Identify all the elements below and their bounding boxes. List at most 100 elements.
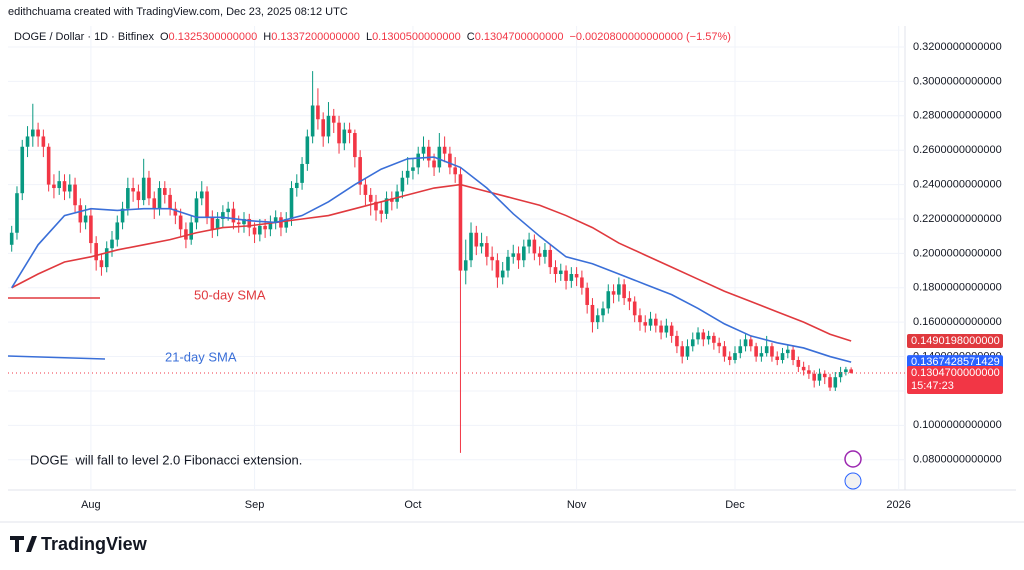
icon: [844, 472, 862, 490]
sma21-label: 21-day SMA: [165, 349, 237, 364]
candle-body: [426, 146, 431, 161]
candle-body: [495, 260, 500, 278]
candle-body: [263, 225, 267, 230]
candle-body: [500, 270, 505, 278]
candle-body: [31, 129, 35, 137]
candle-body: [400, 177, 405, 192]
x-tick-label: Oct: [404, 499, 421, 511]
y-tick-label: 0.1600000000000: [913, 316, 1002, 328]
candle-body: [178, 215, 183, 230]
y-tick-label: 0.2200000000000: [913, 213, 1002, 225]
candle-body: [405, 170, 410, 178]
candle-body: [136, 191, 141, 201]
price-tag: [907, 365, 1003, 394]
candle-body: [273, 217, 278, 223]
price-tag-label: 0.1304700000000: [911, 367, 1000, 379]
candle-body: [463, 260, 468, 271]
candle-body: [775, 356, 780, 360]
candle-body: [347, 129, 352, 134]
candle-body: [94, 243, 98, 261]
x-tick-label: Sep: [245, 499, 265, 511]
candle-body: [326, 115, 331, 137]
candle-body: [316, 105, 320, 120]
price-tag: [907, 355, 1003, 370]
price-tag-label: 0.1490198000000: [911, 335, 1000, 347]
candle-body: [643, 322, 648, 326]
candle-body: [67, 184, 72, 192]
candle-body: [205, 191, 209, 218]
candle-body: [532, 239, 537, 254]
candle-body: [384, 198, 389, 214]
candle-body: [99, 260, 104, 268]
annotation: DOGE will fall to level 2.0 Fibonacci ex…: [30, 452, 302, 467]
sma-line: [11, 156, 852, 363]
candle-body: [828, 377, 832, 388]
candle-body: [331, 115, 336, 123]
ohlc-key: H: [263, 31, 271, 43]
candle-body: [104, 248, 109, 268]
candle-body: [199, 191, 204, 199]
candle-body: [226, 208, 230, 213]
candle-body: [844, 369, 848, 373]
candle-body: [648, 318, 653, 326]
candle-body: [390, 198, 394, 202]
candle-body: [284, 218, 289, 228]
candle-body: [706, 335, 711, 340]
candle-body: [722, 346, 727, 357]
candle-body: [849, 369, 853, 373]
candle-body: [152, 198, 157, 209]
price-tag-label: 0.1367428571429: [911, 356, 1000, 368]
sma21-key-line: [7, 355, 106, 360]
candle-body: [553, 267, 558, 275]
candle-body: [379, 210, 384, 214]
logo-mark: [10, 536, 37, 552]
candle-body: [611, 291, 616, 295]
y-tick-label: 0.2600000000000: [913, 144, 1002, 156]
candle-body: [506, 256, 510, 271]
candle-body: [89, 215, 93, 244]
x-tick-label: 2026: [886, 499, 910, 511]
y-tick-label: 0.2800000000000: [913, 110, 1002, 122]
symbol: DOGE / Dollar · 1D · Bitfinex: [14, 31, 154, 43]
candle-body: [416, 153, 421, 168]
candle-body: [801, 366, 806, 371]
candle-body: [442, 146, 447, 154]
candle-body: [569, 274, 574, 281]
candle-body: [184, 229, 188, 240]
candle-body: [659, 325, 663, 333]
y-tick-label: 0.2400000000000: [913, 179, 1002, 191]
candle-body: [564, 270, 568, 281]
candle-body: [305, 136, 310, 164]
candle-body: [743, 339, 748, 347]
x-tick-label: Aug: [81, 499, 101, 511]
candle-body: [807, 370, 811, 374]
candle-body: [421, 146, 426, 154]
change: −0.0020800000000000 (−1.57%): [569, 31, 730, 43]
candle-body: [437, 146, 442, 168]
symbol-legend: DOGE / Dollar · 1D · Bitfinex O0.13253000…: [14, 31, 731, 43]
candle-body: [78, 205, 83, 223]
ohlc-value: 0.1300500000000: [372, 31, 461, 43]
sma50-label: 50-day SMA: [194, 287, 266, 302]
candle-body: [9, 232, 14, 245]
grid: [8, 26, 905, 490]
candle-body: [194, 198, 199, 223]
candle-body: [36, 129, 40, 137]
candle-body: [754, 346, 758, 357]
candle-body: [675, 335, 679, 347]
candle-body: [395, 191, 399, 202]
candle-body: [733, 353, 737, 360]
candle-body: [727, 356, 732, 360]
y-tick-label: 0.3000000000000: [913, 75, 1002, 87]
sma-line: [11, 183, 852, 342]
credit: edithchuama created with TradingView.com…: [8, 6, 348, 18]
icon: [844, 450, 862, 468]
candle-body: [585, 287, 589, 305]
candle-body: [537, 253, 542, 257]
candle-body: [337, 122, 341, 144]
candle-body: [432, 160, 436, 168]
candle-body: [310, 105, 315, 137]
candle-body: [258, 225, 262, 235]
